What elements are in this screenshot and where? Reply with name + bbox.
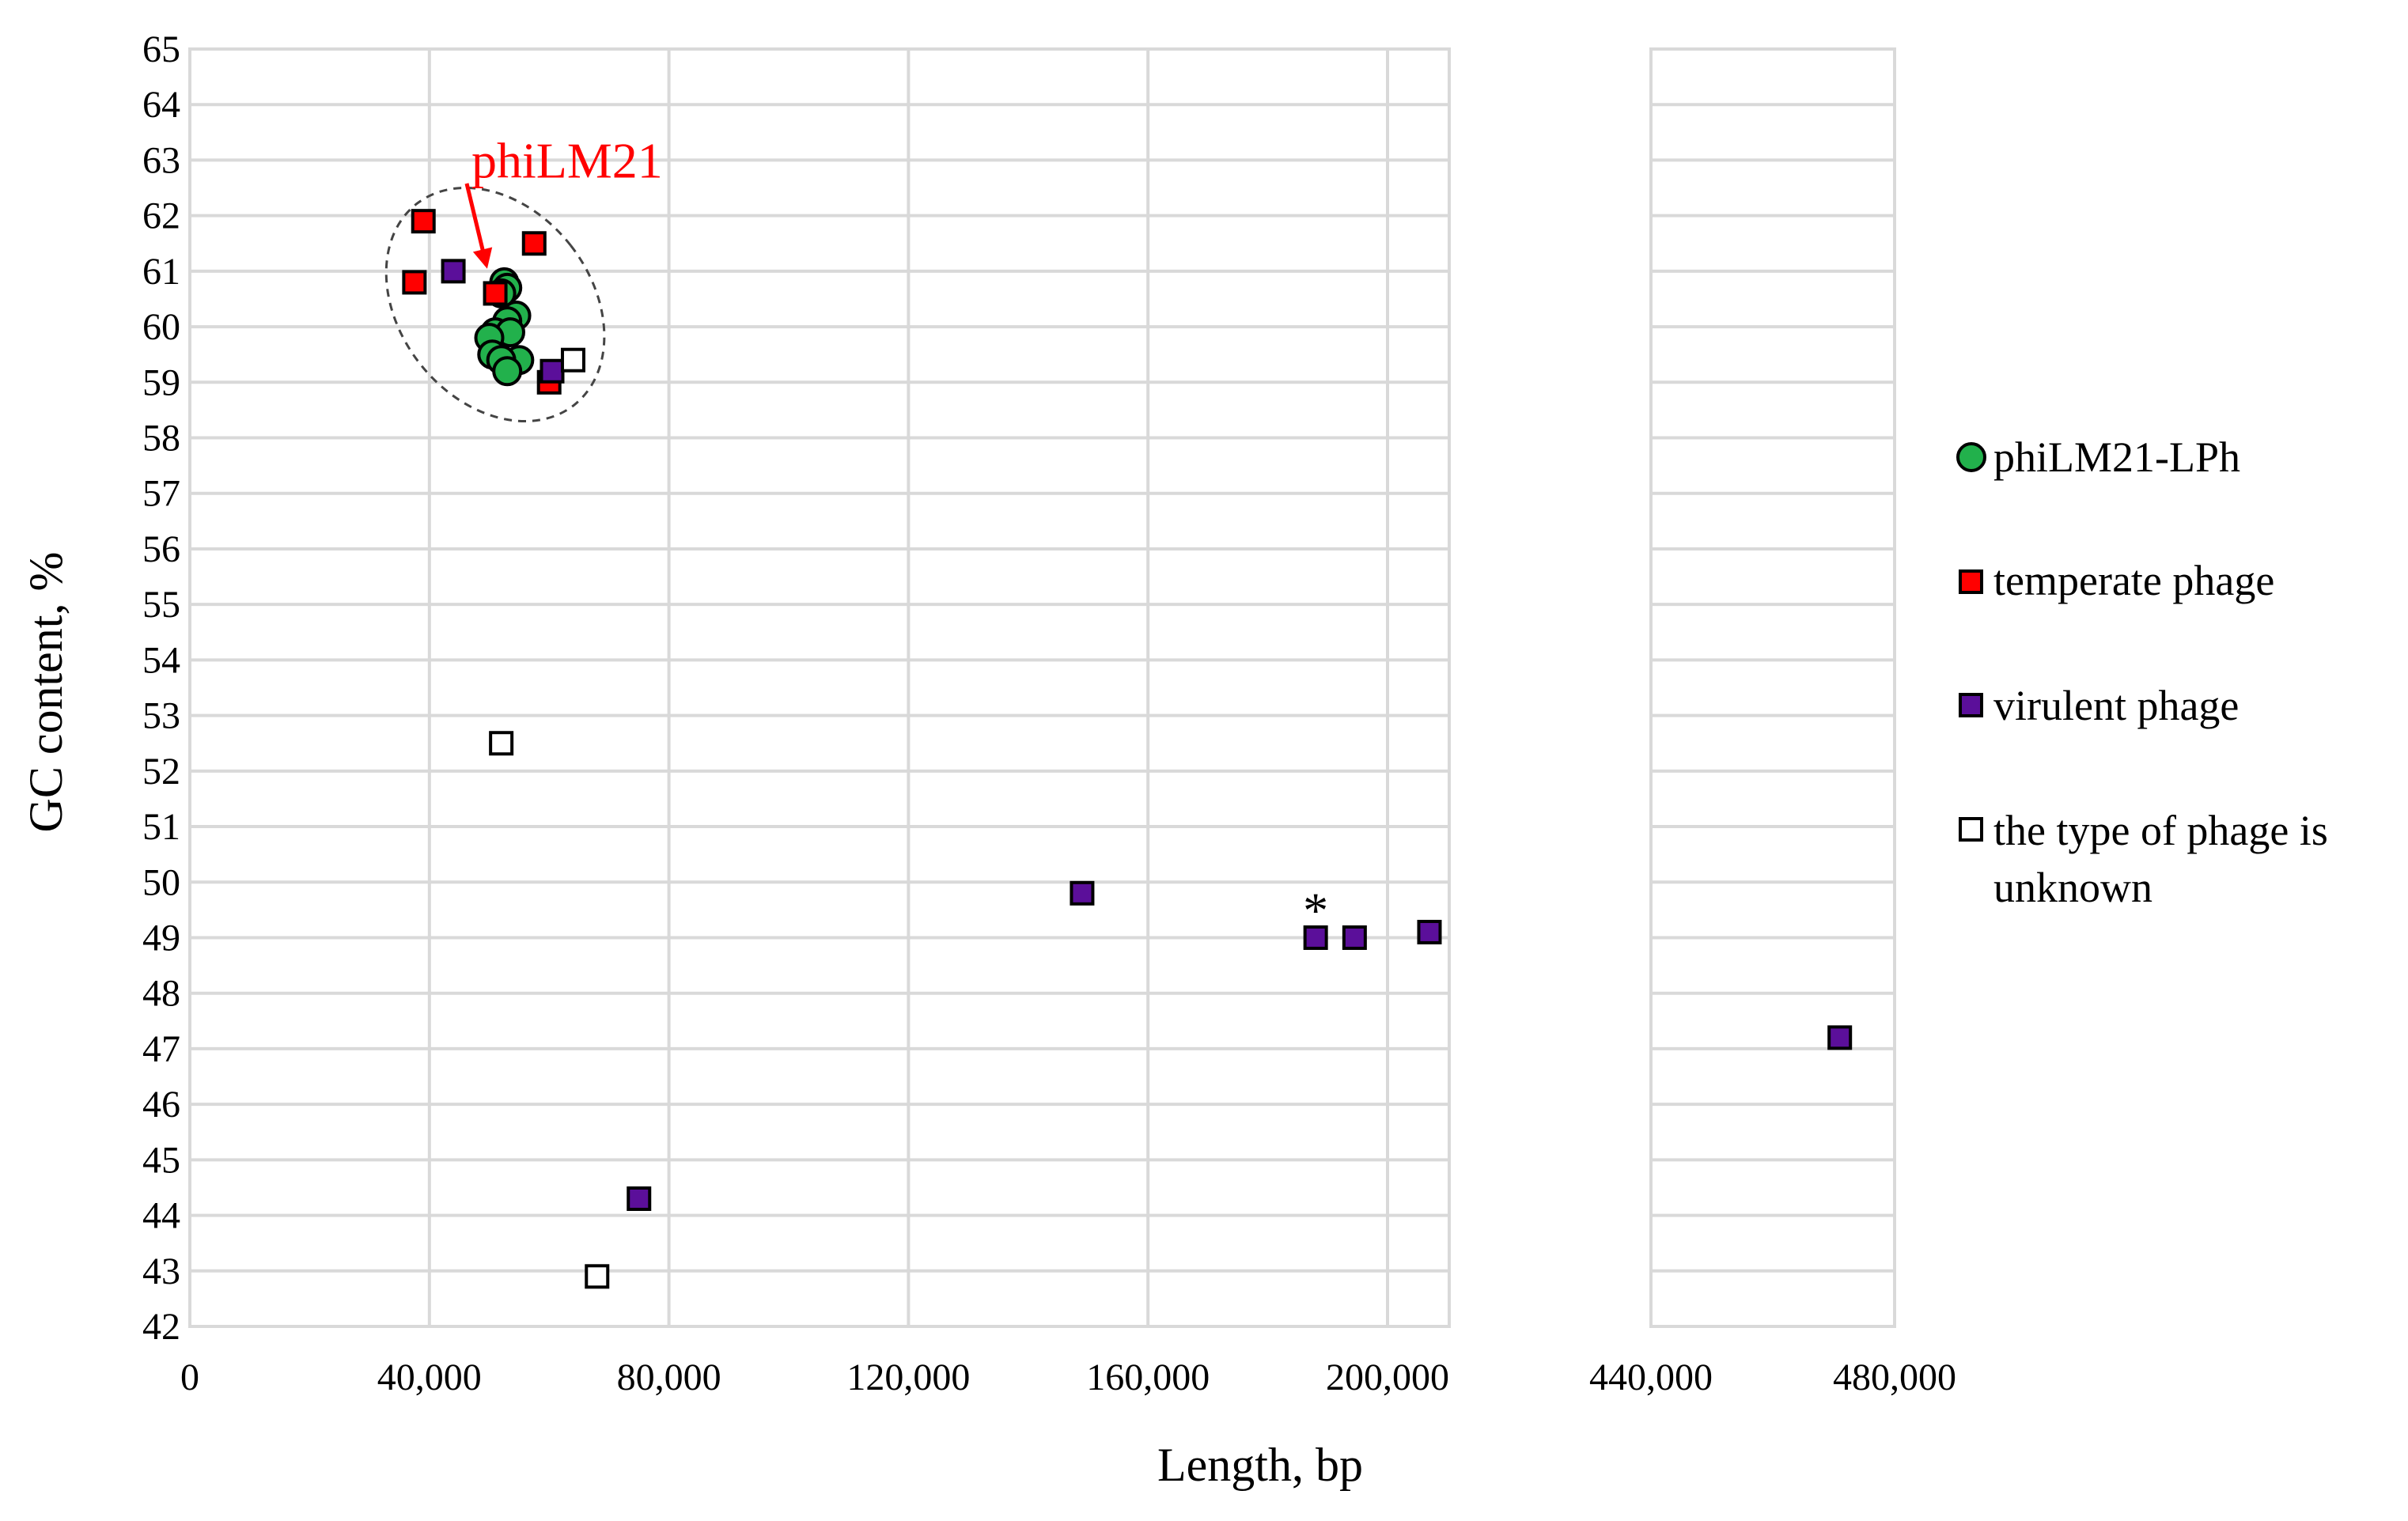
point-virulent-phage — [540, 358, 565, 384]
x-tick-label: 440,000 — [1589, 1356, 1713, 1398]
y-tick-label: 55 — [142, 584, 180, 626]
legend-item-virulent: virulent phage — [1959, 682, 2239, 729]
point-virulent-phage — [441, 259, 466, 284]
y-tick-label: 64 — [142, 84, 180, 126]
y-tick-label: 62 — [142, 195, 180, 237]
point-temperate-phage — [411, 209, 436, 234]
y-tick-label: 49 — [142, 917, 180, 959]
legend-label-temperate: temperate phage — [1993, 557, 2274, 604]
x-tick-label: 160,000 — [1086, 1356, 1210, 1398]
points-layer — [402, 209, 1853, 1289]
point-the-type-of-phage-is-unknown — [560, 347, 585, 373]
legend-label-virulent: virulent phage — [1993, 682, 2239, 729]
y-tick-label: 50 — [142, 861, 180, 903]
point-philm21-lph — [492, 356, 523, 387]
legend-label-philm21: phiLM21-LPh — [1993, 433, 2240, 481]
x-tick-label: 80,000 — [617, 1356, 721, 1398]
y-tick-label: 46 — [142, 1084, 180, 1126]
x-tick-label: 40,000 — [377, 1356, 482, 1398]
legend-label-unknown-line2: unknown — [1993, 864, 2152, 911]
x-tick-label: 480,000 — [1833, 1356, 1956, 1398]
axis-layer: 42 43 44 45 46 47 48 49 50 51 52 53 54 55 56 57 58 59 60 61… — [142, 28, 1956, 1398]
philm21-arrow — [464, 183, 493, 269]
point-the-type-of-phage-is-unknown — [585, 1264, 610, 1289]
y-tick-label: 51 — [142, 806, 180, 848]
x-axis-title: Length, bp — [1157, 1439, 1363, 1491]
x-tick-label: 200,000 — [1326, 1356, 1449, 1398]
y-tick-label: 53 — [142, 695, 180, 737]
point-temperate-phage — [402, 270, 427, 295]
red-square-marker-icon — [1959, 569, 1983, 594]
x-tick-label: 120,000 — [846, 1356, 970, 1398]
panel-border — [188, 47, 1451, 1328]
legend-item-philm21: phiLM21-LPh — [1956, 433, 2240, 481]
asterisk-annotation: * — [1303, 882, 1328, 938]
y-tick-label: 63 — [142, 139, 180, 181]
white-square-marker-icon — [1959, 817, 1983, 842]
green-circle-marker-icon — [1956, 442, 1986, 472]
y-tick-label: 52 — [142, 751, 180, 793]
annotation-layer: phiLM21 * — [464, 132, 1328, 938]
y-tick-label: 65 — [142, 28, 180, 70]
point-virulent-phage — [1070, 880, 1095, 906]
point-virulent-phage — [1342, 925, 1367, 950]
y-tick-label: 43 — [142, 1250, 180, 1292]
y-tick-label: 47 — [142, 1028, 180, 1070]
y-tick-label: 57 — [142, 473, 180, 515]
point-virulent-phage — [1417, 919, 1442, 944]
point-virulent-phage — [1303, 925, 1328, 950]
y-axis-title: GC content, % — [20, 552, 72, 833]
y-tick-label: 58 — [142, 418, 180, 460]
y-tick-label: 42 — [142, 1306, 180, 1348]
y-tick-label: 59 — [142, 361, 180, 403]
legend-label-unknown-line1: the type of phage is — [1993, 807, 2328, 854]
purple-square-marker-icon — [1959, 693, 1983, 717]
y-tick-label: 48 — [142, 973, 180, 1015]
point-temperate-phage — [483, 281, 508, 306]
legend-item-unknown: the type of phage is unknown — [1959, 807, 2328, 911]
point-virulent-phage — [627, 1186, 652, 1211]
y-tick-label: 45 — [142, 1139, 180, 1181]
point-the-type-of-phage-is-unknown — [489, 731, 514, 756]
y-tick-label: 44 — [142, 1195, 180, 1237]
y-tick-label: 61 — [142, 251, 180, 293]
y-tick-label: 54 — [142, 639, 180, 681]
point-virulent-phage — [1827, 1025, 1853, 1050]
panel-border — [1649, 47, 1896, 1328]
y-tick-label: 56 — [142, 528, 180, 570]
point-temperate-phage — [521, 231, 547, 256]
philm21-label-annotation: phiLM21 — [471, 132, 663, 188]
y-tick-label: 60 — [142, 306, 180, 348]
legend: phiLM21-LPh temperate phage virulent pha… — [1956, 433, 2328, 911]
grid-layer — [188, 47, 1896, 1328]
x-tick-label: 0 — [180, 1356, 199, 1398]
legend-item-temperate: temperate phage — [1959, 557, 2274, 604]
